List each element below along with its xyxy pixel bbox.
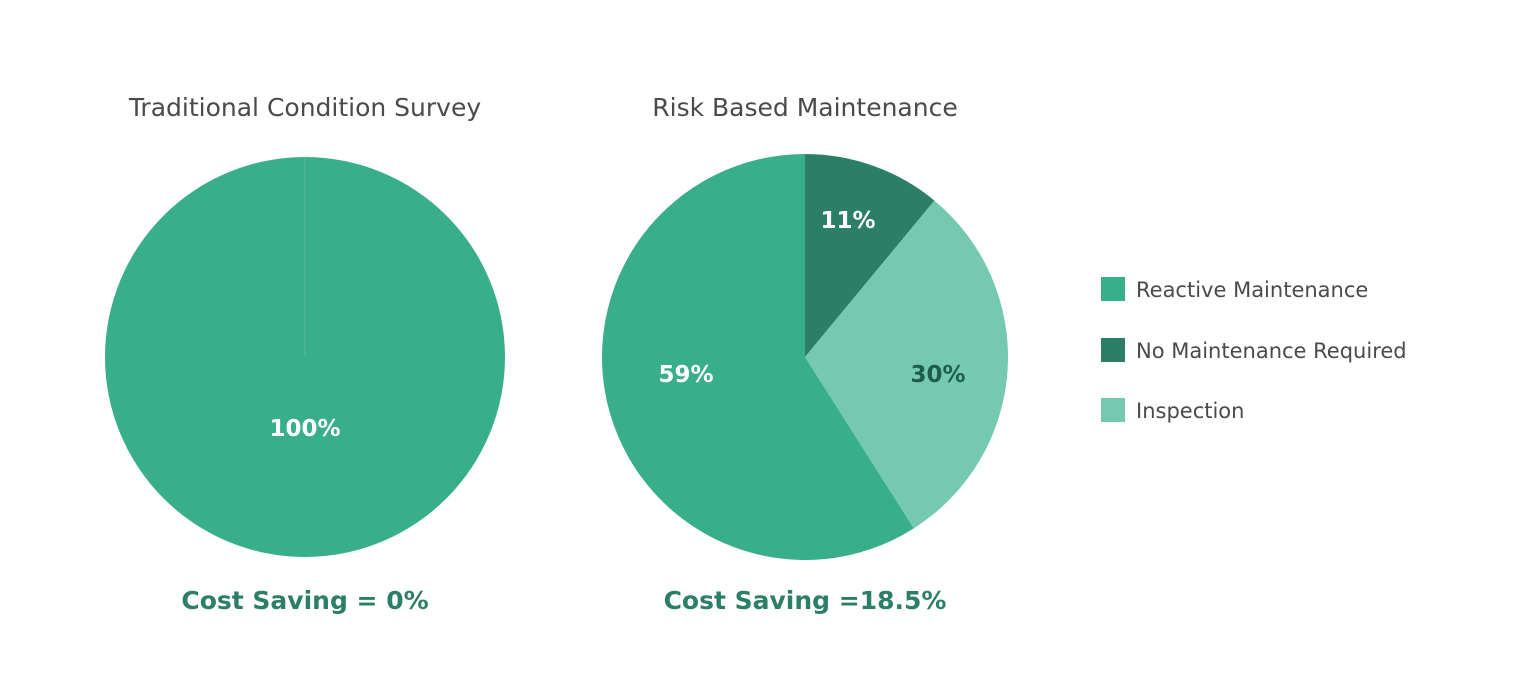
cost-saving-1: Cost Saving = 0% <box>181 586 428 615</box>
cost-saving-2: Cost Saving =18.5% <box>664 586 947 615</box>
pie-2: 11% 30% 59% <box>601 154 1008 561</box>
legend: Reactive Maintenance No Maintenance Requ… <box>1101 277 1407 423</box>
pie-1: 100% <box>105 157 505 557</box>
pie-slice-no-maintenance-required <box>805 154 935 357</box>
data-label: 59% <box>658 362 713 388</box>
legend-label-inspection: Inspection <box>1136 399 1244 423</box>
data-label: 100% <box>269 416 340 442</box>
data-label: 11% <box>820 208 875 234</box>
legend-label-no-maintenance: No Maintenance Required <box>1136 339 1407 363</box>
legend-label-reactive: Reactive Maintenance <box>1136 278 1368 302</box>
legend-swatch-reactive <box>1101 277 1125 301</box>
chart-title-2: Risk Based Maintenance <box>652 93 957 122</box>
legend-swatch-inspection <box>1101 398 1125 422</box>
data-label: 30% <box>910 362 965 388</box>
legend-swatch-no-maintenance <box>1101 338 1125 362</box>
pie-slice-inspection <box>805 200 1008 529</box>
chart-title-1: Traditional Condition Survey <box>128 93 482 122</box>
pie-slice-reactive-maintenance <box>601 154 914 561</box>
